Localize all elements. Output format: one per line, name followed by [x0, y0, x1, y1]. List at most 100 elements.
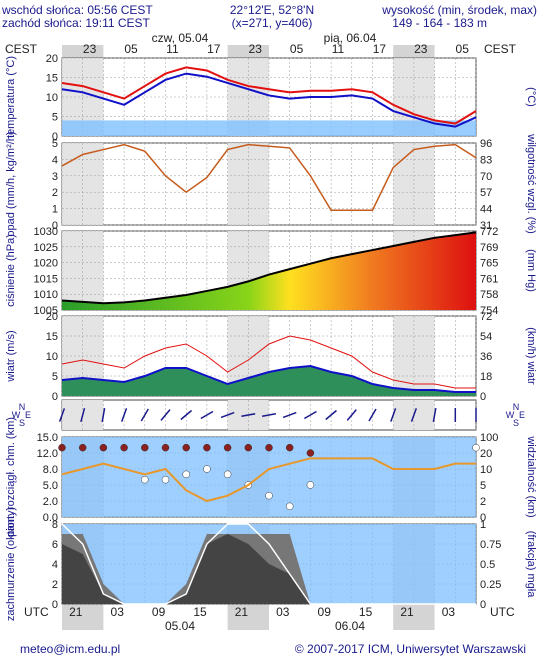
- ytick-wind: 5: [52, 371, 58, 383]
- ytick-pressure: 1025: [34, 242, 58, 254]
- wind-arrow: [80, 408, 86, 422]
- top-tick-7: 17: [373, 42, 387, 56]
- ytick-right-precip_humidity: 44: [480, 204, 492, 216]
- ytick-precip_humidity: 3: [52, 171, 58, 183]
- ylabel-precip_humidity: opad (mm/h, kg/m²/h): [5, 131, 17, 236]
- ytick-wind: 20: [46, 311, 58, 323]
- ytick-right-cloud_fog: 0.5: [480, 559, 495, 571]
- compass-left-E: E: [25, 410, 31, 420]
- cloud-dot-1: [203, 465, 211, 473]
- compass-right-E: E: [519, 410, 525, 420]
- ytick-pressure: 1010: [34, 289, 58, 301]
- compass-right-W: W: [506, 410, 515, 420]
- top-tick-9: 05: [456, 42, 470, 56]
- ytick-right-cloud_visibility: 5: [480, 480, 486, 492]
- bottom-tick-6: 09: [318, 605, 332, 619]
- bottom-tick-0: 21: [69, 605, 83, 619]
- chart-marks: [58, 66, 480, 605]
- wind-arrow: [220, 411, 235, 419]
- cloud-dot-1: [223, 470, 232, 479]
- temp-series-1: [61, 72, 477, 128]
- cloud-dot-1: [472, 443, 480, 452]
- wind-arrow: [140, 408, 149, 422]
- cloud-dot-0: [285, 443, 294, 452]
- ytick-pressure: 1015: [34, 273, 58, 285]
- cloud-dot-1: [306, 481, 315, 489]
- ytick-pressure: 1020: [34, 258, 58, 270]
- wind-arrow: [241, 413, 256, 417]
- bottom-tick-7: 15: [359, 605, 373, 619]
- night-band-bottom-2: [393, 604, 435, 630]
- cloud-dot-0: [182, 443, 190, 452]
- wind-line: [61, 364, 476, 393]
- below-zero-band: [62, 120, 476, 136]
- night-band-top-1: [227, 45, 269, 59]
- top-tick-3: 17: [207, 42, 221, 56]
- gust-line: [61, 335, 476, 389]
- ytick-cloud_visibility: 5.0: [43, 480, 58, 492]
- bottom-tick-1: 03: [111, 605, 125, 619]
- cloud-dot-0: [120, 443, 128, 452]
- elevation-values: 149 - 164 - 183 m: [392, 16, 487, 30]
- ylabel-cloud_fog: zachmurzenie (oktanty): [5, 507, 17, 621]
- cloud-dot-0: [203, 443, 211, 452]
- wind-arrow: [282, 411, 297, 419]
- ytick-right-precip_humidity: 31: [480, 220, 492, 232]
- cloud-dot-1: [285, 502, 294, 511]
- bottom-date-2: 06.04: [335, 619, 365, 633]
- ytick-right-cloud_fog: 0: [480, 599, 486, 611]
- ytick-cloud_fog: 6: [52, 539, 58, 551]
- footer-copyright: © 2007-2017 ICM, Uniwersytet Warszawski: [295, 642, 526, 656]
- ylabel-wind: wiatr (m/s): [5, 330, 17, 382]
- ytick-right-pressure: 769: [480, 242, 498, 254]
- top-tick-4: 23: [249, 42, 263, 56]
- top-tz-left: CEST: [5, 42, 38, 56]
- ylabel-right-pressure: (mm Hg): [525, 249, 537, 292]
- cloud-dot-0: [58, 443, 66, 452]
- top-tick-8: 23: [414, 42, 428, 56]
- ytick-precip_humidity: 2: [52, 187, 58, 199]
- pressure-area: [62, 232, 476, 310]
- humidity-line: [61, 143, 477, 211]
- wind-arrow: [346, 409, 357, 421]
- ytick-temperature: 5: [52, 112, 58, 124]
- top-tick-6: 11: [332, 42, 345, 56]
- ytick-precip_humidity: 5: [52, 138, 58, 150]
- cloud-dot-0: [306, 449, 315, 457]
- cloud-dot-1: [182, 470, 190, 479]
- ylabel-right-cloud_visibility: widzialność (km): [525, 435, 537, 517]
- bottom-tick-9: 03: [442, 605, 456, 619]
- visibility-line: [61, 457, 476, 503]
- ytick-right-cloud_visibility: 10: [480, 464, 492, 476]
- ylabel-right-cloud_fog: (frakcja) mgła: [525, 531, 537, 599]
- bottom-tick-8: 21: [400, 605, 414, 619]
- cloud-dot-0: [223, 443, 232, 452]
- ytick-right-pressure: 754: [480, 305, 498, 317]
- wind-arrow: [101, 407, 106, 423]
- temp-series-0: [61, 66, 477, 125]
- ytick-right-precip_humidity: 96: [480, 138, 492, 150]
- compass-left-N: N: [19, 402, 26, 412]
- top-tick-2: 11: [166, 42, 179, 56]
- ytick-right-cloud_fog: 1: [480, 519, 486, 531]
- wind-arrow: [58, 408, 66, 422]
- ytick-cloud_visibility: 12.0: [37, 448, 58, 460]
- ytick-temperature: 15: [46, 73, 58, 85]
- bottom-tick-2: 09: [152, 605, 166, 619]
- sunset-text: zachód słońca: 19:11 CEST: [2, 16, 151, 30]
- ytick-temperature: 10: [46, 92, 58, 104]
- ytick-right-cloud_fog: 0.75: [480, 539, 501, 551]
- bottom-tz-right: UTC: [490, 605, 515, 619]
- wind-arrow: [303, 410, 317, 420]
- cloud-area-1: [62, 534, 476, 604]
- wind-arrow: [390, 408, 397, 422]
- bottom-date-1: 05.04: [165, 619, 195, 633]
- ytick-right-pressure: 772: [480, 226, 498, 238]
- compass-left-S: S: [19, 418, 25, 428]
- ytick-pressure: 1005: [34, 305, 58, 317]
- ytick-cloud_fog: 0: [52, 599, 58, 611]
- night-band-bottom-0: [62, 604, 104, 630]
- night-band-top-2: [393, 45, 435, 59]
- ytick-right-precip_humidity: 83: [480, 154, 492, 166]
- cloud-dot-0: [161, 443, 170, 452]
